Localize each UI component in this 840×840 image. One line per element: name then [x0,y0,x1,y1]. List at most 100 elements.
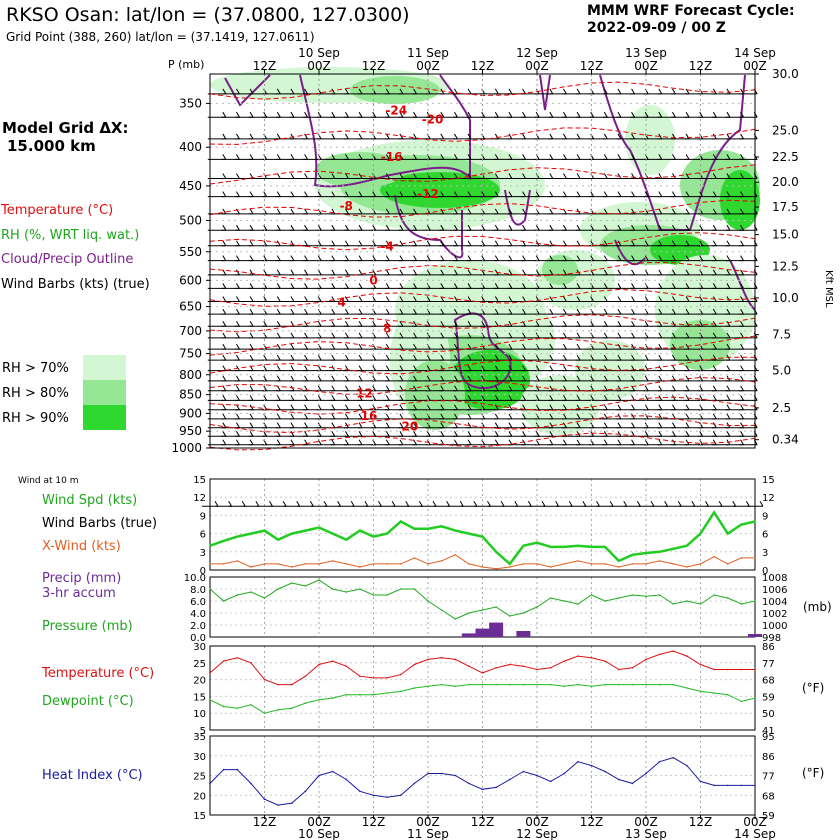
precip-panel-y2tick-label: 1008 [762,573,787,584]
bottom-hour-label: 00Z [307,815,331,829]
x-wind-line-point [359,566,361,568]
pressure-tick-label: 600 [179,273,202,287]
precip-panel-y2tick-label: 998 [762,633,781,644]
wind-panel-ytick-label: 0 [200,566,206,577]
wind-barb-10m [665,501,682,507]
pressure-axis-title: P (mb) [168,58,204,71]
pressure-line-point [263,597,266,599]
x-wind-line-point [468,563,470,565]
heat-index-line-point [645,772,647,775]
dewpoint-line-point [250,704,252,706]
dewpoint-line-point [740,700,743,703]
kft-tick-label: 15.0 [772,228,799,242]
pressure-line-point [590,594,593,596]
wind-barb [207,208,227,215]
cloud-outline [394,194,464,259]
wind-barb [207,404,227,411]
heat-index-line-point [604,770,606,773]
wind-barb-10m [270,501,287,507]
temperature-line-point [318,663,320,666]
precip-bar [489,622,504,637]
x-wind-line-point [754,557,756,559]
top-hour-label: 00Z [743,59,767,73]
temperature-contour-label: -8 [340,199,353,213]
pressure-line-point [617,597,620,599]
heat-index-panel-y2tick-label: 68 [762,791,775,802]
legend-heat-index: Heat Index (°C) [42,768,143,783]
temperature-line-point [209,672,211,674]
pressure-tick-label: 800 [179,368,202,382]
top-hour-label: 12Z [471,59,495,73]
wind-barb-10m [365,501,382,507]
temperature-line-point [754,668,756,671]
bottom-date-label: 12 Sep [516,827,558,840]
temperature-line-point [386,677,388,679]
legend-precip-accum: 3-hr accum [42,586,116,601]
wind-speed-line-point [277,538,279,541]
dewpoint-line-point [222,705,225,708]
dewpoint-line-point [549,683,552,686]
x-wind-line-point [726,563,729,565]
dewpoint-line-point [604,683,606,686]
top-date-label: 12 Sep [516,46,558,60]
pressure-tick-label: 850 [179,388,202,402]
wind-speed-line-point [454,529,457,532]
wind-barb [207,395,227,401]
wind-speed-line-point [713,511,715,514]
heat-index-line-point [726,784,729,787]
precip-panel-ytick-label: 2.0 [190,621,206,632]
precip-bar [461,633,476,637]
temperature-line-point [726,668,729,671]
forecast-cycle-title: MMM WRF Forecast Cycle: [587,3,795,19]
temperature-contour [209,396,756,415]
kft-tick-label: 2.5 [772,401,791,415]
temperature-line-point [604,660,606,662]
temperature-line-point [304,675,307,678]
x-wind-line-point [222,563,225,565]
dewpoint-line-point [263,712,266,714]
temperature-line-point [236,656,239,659]
precip-panel-ytick-label: 4.0 [190,609,206,620]
pressure-line-point [740,603,743,605]
pressure-line-point [250,591,252,593]
x-wind-line-point [713,555,715,558]
precip-bar [516,631,531,637]
temperature-line-point [522,665,525,667]
x-wind-line-point [386,563,388,565]
wind-barb [207,308,227,315]
wind-panel-ytick-label: 6 [200,530,206,541]
x-wind-line-point [658,560,661,562]
x-wind-line-point [645,563,647,565]
x-wind-line-point [277,563,279,565]
dewpoint-line-point [277,709,279,711]
heat-index-panel-y2tick-label: 95 [762,732,775,743]
x-wind-line-point [699,563,702,565]
temperature-line-point [427,658,429,661]
top-date-label: 14 Sep [734,46,776,60]
x-wind-line-point [590,563,593,565]
legend-temperature: Temperature (°C) [1,203,114,218]
wind-barb [207,320,227,327]
temperature-line-point [740,668,743,671]
temperature-line-point [713,668,715,671]
top-hour-label: 12Z [580,59,604,73]
temperature-line-point [577,655,579,657]
pressure-line-point [495,606,497,608]
heat-index-line-point [549,780,552,783]
wind-panel-ytick-label: 12 [193,493,206,504]
top-hour-label: 12Z [689,59,713,73]
dewpoint-line-point [495,683,497,686]
dewpoint-line-point [290,707,293,709]
pressure-tick-label: 650 [179,300,202,314]
x-wind-line-point [413,557,416,559]
cloud-outline [539,74,551,111]
pressure-tick-label: 950 [179,424,202,438]
heat-index-panel-ytick-label: 15 [193,811,206,822]
wind-barb-10m [678,501,696,507]
wind-speed-line-point [359,529,361,532]
wind-speed-line-point [209,544,211,547]
wind-barb [207,133,227,140]
wind-panel-y2tick-label: 9 [762,511,768,522]
wind-panel-y2tick-label: 15 [762,475,775,486]
heat-index-line-point [209,782,211,785]
